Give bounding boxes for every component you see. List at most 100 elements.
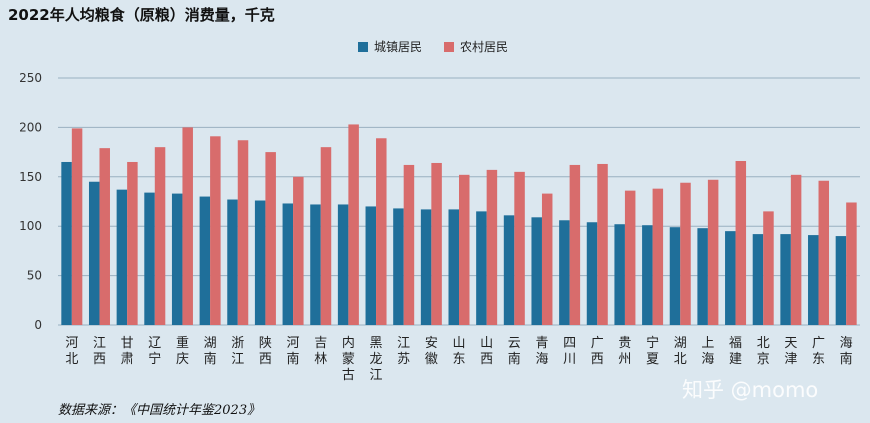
x-tick-label: 福建 (729, 336, 742, 367)
x-tick-label: 山西 (480, 336, 493, 367)
x-tick-label: 陕西 (259, 336, 272, 367)
legend-swatch-rural (444, 41, 455, 52)
bar-rural (486, 169, 498, 325)
bar-urban (586, 222, 598, 325)
bar-rural (376, 138, 387, 325)
bar-urban (393, 208, 404, 325)
source-note: 数据来源：《中国统计年鉴2023》 (58, 403, 261, 418)
bar-urban (531, 217, 542, 325)
x-tick-label: 重庆 (176, 335, 189, 367)
x-tick-label: 安徽 (425, 336, 438, 367)
x-tick-label: 云南 (508, 336, 521, 367)
bar-rural (154, 147, 166, 325)
bar-urban (808, 235, 819, 325)
bar-rural (182, 127, 193, 326)
bar-rural (431, 162, 442, 325)
watermark: 知乎 @momo (682, 378, 819, 402)
x-tick-label: 广西 (591, 336, 604, 367)
bar-rural (320, 147, 332, 325)
bar-rural (127, 161, 138, 325)
bar-rural (265, 152, 276, 325)
bar-rural (237, 140, 249, 325)
x-tick-label: 湖北 (674, 336, 687, 367)
bar-rural (790, 174, 802, 325)
legend: 城镇居民 农村居民 (358, 38, 508, 55)
bar-rural (541, 193, 553, 325)
bar-urban (61, 161, 72, 325)
legend-label-urban: 城镇居民 (374, 40, 423, 54)
bar-urban (725, 231, 736, 325)
legend-item-urban: 城镇居民 (358, 38, 422, 55)
bar-urban (642, 225, 653, 325)
x-tick-label: 宁夏 (646, 335, 659, 367)
x-tick-label: 广东 (812, 336, 825, 367)
bar-urban (144, 192, 155, 325)
x-tick-label: 河北 (65, 336, 78, 367)
bar-urban (614, 224, 625, 325)
bar-urban (116, 189, 128, 325)
x-tick-label: 河南 (287, 336, 300, 367)
y-tick-label: 250 (19, 71, 42, 85)
legend-label-rural: 农村居民 (460, 40, 509, 54)
x-tick-label: 四川 (563, 336, 576, 367)
bar-urban (835, 236, 847, 325)
bar-rural (707, 179, 719, 325)
bar-urban (476, 211, 487, 325)
bar-rural (846, 202, 857, 325)
x-tick-label: 甘肃 (121, 336, 134, 367)
x-tick-label: 浙江 (231, 336, 244, 367)
bar-urban (752, 234, 764, 325)
bar-rural (71, 128, 83, 325)
bar-rural (680, 182, 691, 325)
y-tick-label: 100 (19, 219, 42, 233)
x-tick-label: 江苏 (397, 336, 410, 367)
x-tick-label: 青海 (535, 336, 548, 367)
x-tick-label: 江西 (93, 336, 106, 367)
bar-rural (514, 171, 525, 325)
bar-rural (99, 148, 110, 325)
bar-urban (337, 204, 349, 325)
bar-urban (365, 206, 377, 325)
bar-urban (559, 220, 570, 325)
x-tick-label: 贵州 (618, 336, 631, 367)
bar-urban (503, 215, 515, 325)
bar-urban (227, 199, 238, 325)
bar-rural (652, 188, 664, 325)
bar-rural (569, 164, 581, 325)
y-tick-label: 50 (27, 269, 42, 283)
bar-urban (310, 204, 321, 325)
bar-urban (780, 234, 791, 325)
y-tick-label: 200 (19, 120, 42, 134)
x-tick-label: 辽宁 (148, 336, 161, 367)
x-tick-label: 上海 (701, 336, 714, 367)
bar-urban (448, 209, 459, 325)
x-tick-label: 吉林 (314, 336, 327, 367)
bar-rural (735, 160, 747, 325)
x-tick-label: 山东 (452, 336, 465, 367)
bar-rural (403, 164, 415, 325)
y-tick-label: 0 (34, 318, 42, 332)
bar-rural (597, 163, 608, 325)
x-tick-label: 湖南 (204, 336, 217, 367)
bar-urban (171, 193, 183, 325)
bar-rural (348, 124, 359, 325)
legend-item-rural: 农村居民 (444, 38, 508, 55)
bar-rural (624, 190, 636, 325)
bar-rural (818, 180, 830, 325)
bar-urban (697, 228, 708, 325)
bar-rural (210, 136, 221, 325)
bar-urban (669, 227, 681, 325)
x-tick-label: 海南 (840, 336, 853, 367)
x-tick-label: 北京 (757, 336, 770, 367)
bar-rural (293, 176, 304, 325)
bar-urban (199, 196, 211, 325)
x-tick-label: 内蒙古 (342, 335, 355, 383)
bar-urban (88, 181, 100, 325)
bar-rural (459, 174, 470, 325)
bar-urban (420, 209, 432, 325)
bar-urban (254, 200, 266, 325)
x-tick-label: 天津 (784, 336, 797, 367)
x-tick-label: 黑龙江 (370, 336, 383, 383)
